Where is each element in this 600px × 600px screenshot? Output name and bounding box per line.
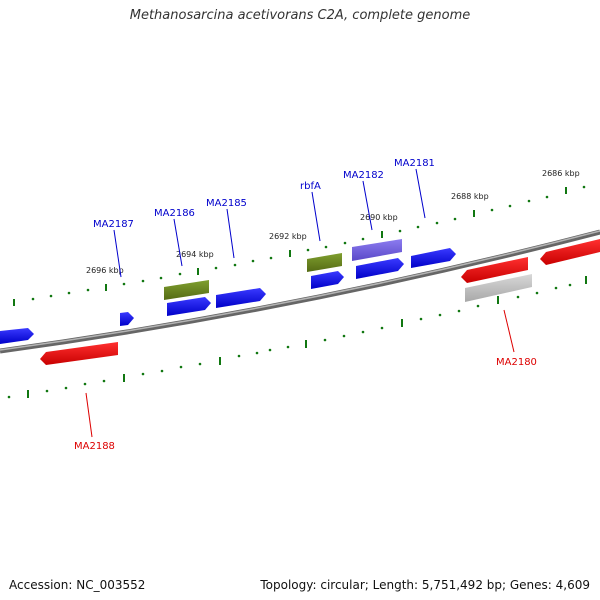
gene-arrow[interactable]	[356, 258, 404, 279]
gene-arrow[interactable]	[540, 239, 600, 265]
tick-labels: 2696 kbp 2694 kbp 2692 kbp 2690 kbp 2688…	[86, 169, 580, 275]
inner-tick-ring	[7, 276, 587, 399]
gene-label[interactable]: MA2188	[74, 441, 115, 452]
forward-gene-labels: MA2187 MA2186 MA2185 rbfA MA2182 MA2181	[93, 158, 435, 278]
outer-tick-ring	[13, 185, 586, 306]
accession-text: Accession: NC_003552	[9, 578, 146, 592]
pseudo-gene[interactable]	[465, 274, 532, 302]
genome-backbone	[0, 229, 600, 354]
gene-label[interactable]: MA2185	[206, 198, 247, 209]
gene-arrow[interactable]	[411, 248, 456, 268]
gene-label[interactable]: MA2182	[343, 170, 384, 181]
gene-arrow[interactable]	[40, 342, 118, 365]
tick-label: 2692 kbp	[269, 232, 307, 241]
gene-arrow[interactable]	[167, 297, 211, 316]
tick-label: 2688 kbp	[451, 192, 489, 201]
rna-feature[interactable]	[307, 253, 342, 272]
tick-label: 2686 kbp	[542, 169, 580, 178]
gene-label[interactable]: rbfA	[300, 181, 321, 192]
gene-arrow[interactable]	[461, 257, 528, 283]
forward-strand-genes	[0, 248, 456, 344]
reverse-strand-genes	[40, 239, 600, 365]
tick-label: 2694 kbp	[176, 250, 214, 259]
gene-arrow[interactable]	[0, 328, 34, 344]
rna-feature[interactable]	[164, 280, 209, 300]
gene-label[interactable]: MA2180	[496, 357, 537, 368]
gene-label[interactable]: MA2186	[154, 208, 195, 219]
map-title: Methanosarcina acetivorans C2A, complete…	[129, 8, 471, 23]
gene-label[interactable]: MA2181	[394, 158, 435, 169]
gene-arrow[interactable]	[120, 312, 134, 326]
misc-feature[interactable]	[352, 239, 402, 261]
tick-label: 2696 kbp	[86, 266, 124, 275]
genome-summary-text: Topology: circular; Length: 5,751,492 bp…	[260, 578, 590, 592]
reverse-gene-labels: MA2188 MA2180	[74, 309, 537, 452]
gene-label[interactable]: MA2187	[93, 219, 134, 230]
tick-label: 2690 kbp	[360, 213, 398, 222]
gene-arrow[interactable]	[216, 288, 266, 308]
gene-arrow[interactable]	[311, 271, 344, 289]
